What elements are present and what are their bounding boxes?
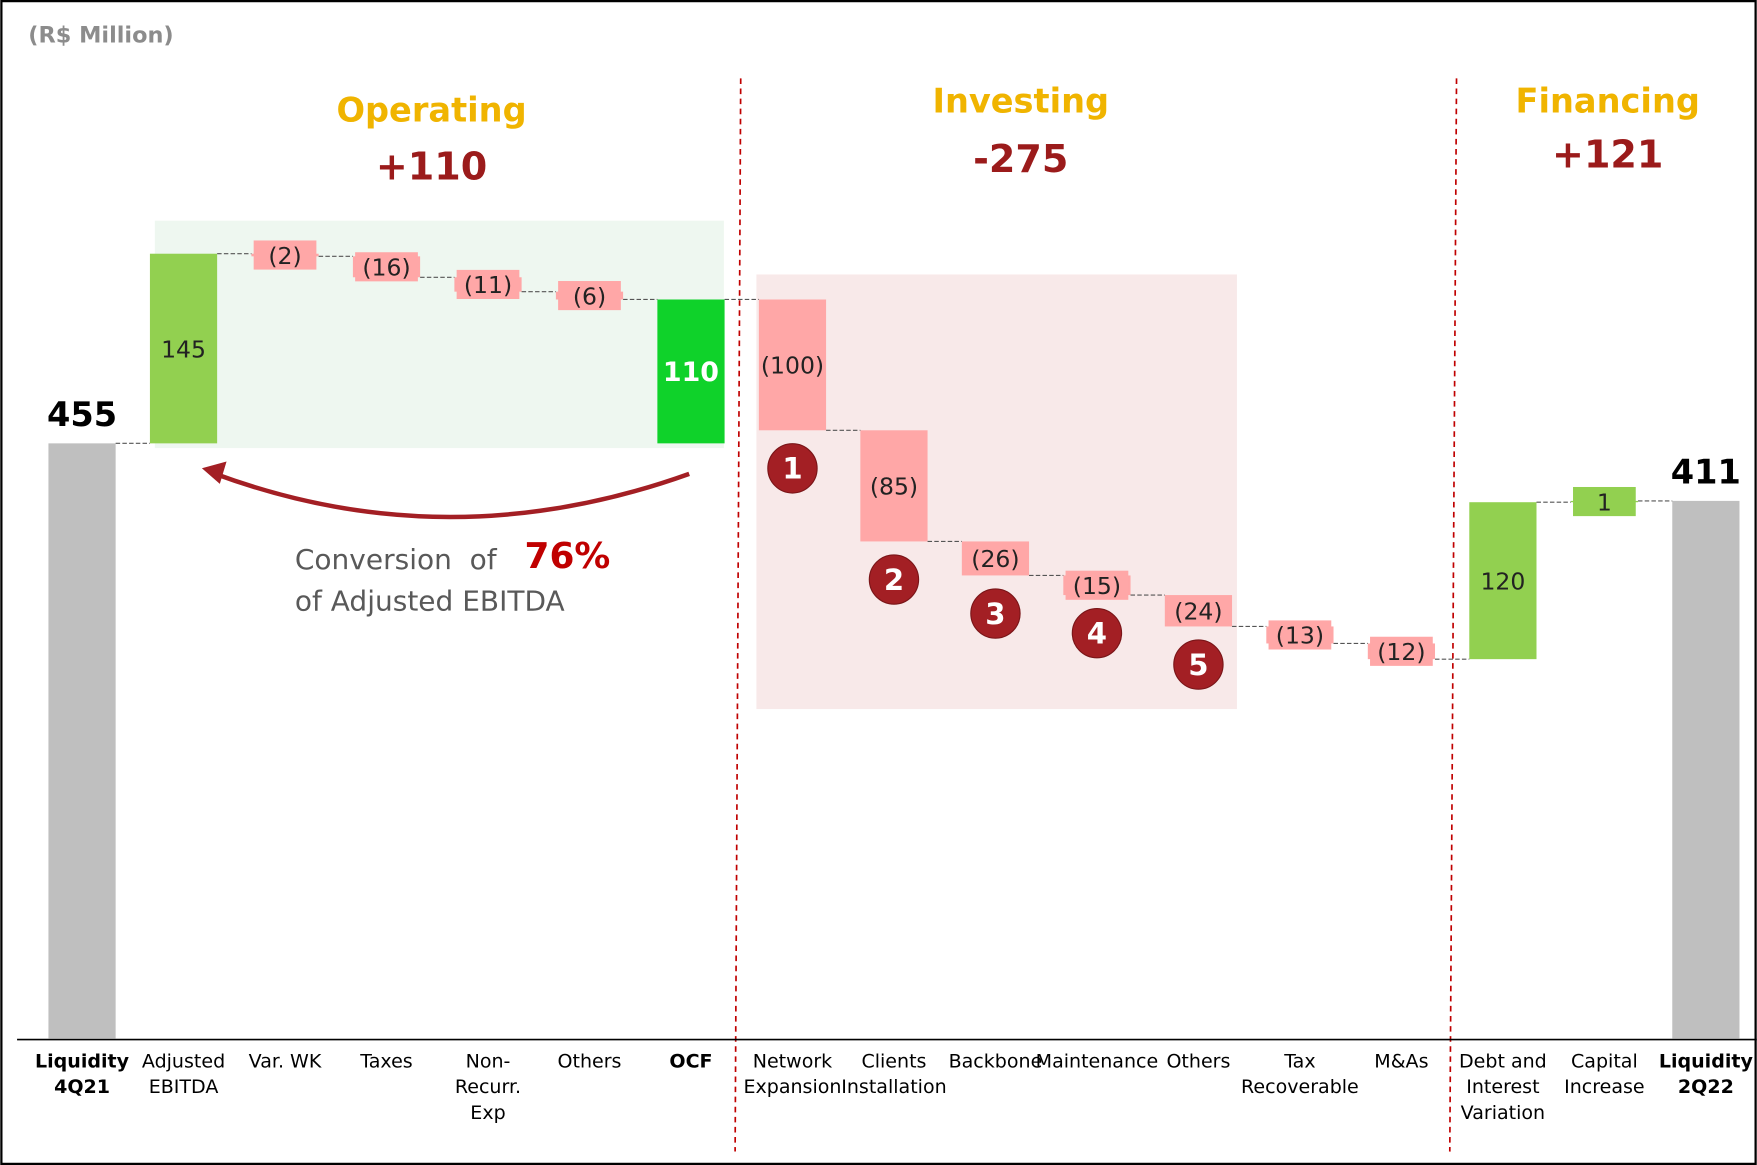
data-label: 120 <box>1480 567 1525 595</box>
bar <box>657 299 725 444</box>
x-tick-label: Others <box>558 1050 622 1072</box>
marker-label: 5 <box>1188 648 1208 682</box>
data-label: (16) <box>362 254 410 282</box>
data-label: (11) <box>464 271 512 299</box>
x-tick-label: Expansion <box>743 1076 841 1098</box>
x-tick-label: Variation <box>1461 1102 1545 1124</box>
marker <box>868 554 920 605</box>
x-tick-label: Liquidity <box>35 1050 130 1072</box>
data-label: 411 <box>1671 453 1741 492</box>
label-bg <box>1167 596 1230 626</box>
data-label: (13) <box>1276 622 1324 650</box>
label-bg <box>1268 620 1332 650</box>
arrow-head <box>201 461 227 484</box>
marker-label: 3 <box>985 597 1005 631</box>
x-tick-label: Clients <box>861 1050 926 1072</box>
section-name: Financing <box>1516 82 1700 121</box>
bar <box>1469 502 1537 660</box>
investing-box <box>756 274 1237 710</box>
x-tick-label: Tax <box>1283 1050 1315 1072</box>
section-total: +121 <box>1552 132 1663 176</box>
label-bg <box>355 252 418 282</box>
x-tick-label: 2Q22 <box>1678 1076 1734 1098</box>
data-label: (6) <box>573 282 606 310</box>
divider <box>1448 78 1458 1152</box>
label-bg <box>1573 486 1636 517</box>
x-tick-label: Others <box>1166 1050 1230 1072</box>
data-label: (12) <box>1377 638 1425 666</box>
label-bg <box>253 240 317 270</box>
x-tick-label: Increase <box>1564 1076 1645 1098</box>
conversion-arrow <box>214 471 690 520</box>
x-tick-label: Maintenance <box>1036 1050 1159 1072</box>
bar <box>48 443 116 1039</box>
x-tick-label: Non- <box>466 1050 511 1072</box>
bar <box>961 541 1030 576</box>
x-tick-label: Capital <box>1571 1050 1638 1072</box>
x-tick-label: Exp <box>470 1102 505 1124</box>
label-bg <box>558 281 621 311</box>
bar <box>758 299 827 431</box>
x-tick-label: 4Q21 <box>54 1076 110 1098</box>
x-tick-label: Network <box>753 1050 832 1072</box>
annotation-highlight: 76% <box>525 536 611 577</box>
bar <box>149 253 218 444</box>
operating-box <box>154 220 724 449</box>
marker <box>1071 607 1123 659</box>
x-tick-label: Adjusted <box>142 1050 225 1072</box>
section-name: Investing <box>932 82 1109 121</box>
marker <box>970 588 1021 639</box>
divider <box>734 78 742 1152</box>
data-label: (26) <box>971 545 1019 573</box>
marker-label: 4 <box>1087 616 1107 650</box>
data-label: (24) <box>1174 597 1222 625</box>
section-name: Operating <box>336 91 526 130</box>
x-tick-label: Recurr. <box>455 1076 521 1098</box>
marker <box>1173 639 1224 690</box>
x-tick-label: EBITDA <box>149 1076 219 1098</box>
x-tick-label: Taxes <box>359 1050 412 1072</box>
x-tick-label: OCF <box>669 1050 712 1072</box>
bar <box>1672 500 1740 1039</box>
data-label: (85) <box>870 473 918 501</box>
label-bg <box>1065 570 1129 600</box>
unit-label: (R$ Million) <box>28 22 173 48</box>
section-total: -275 <box>973 137 1068 181</box>
label-bg <box>1370 636 1433 666</box>
data-label: 1 <box>1597 488 1612 516</box>
marker-label: 2 <box>884 563 904 597</box>
x-tick-label: M&As <box>1374 1050 1428 1072</box>
x-tick-label: Backbone <box>949 1050 1043 1072</box>
data-label: (2) <box>268 242 301 270</box>
label-bg <box>456 269 520 300</box>
x-tick-label: Liquidity <box>1659 1050 1754 1072</box>
x-tick-label: Var. WK <box>249 1050 322 1072</box>
section-total: +110 <box>376 145 487 189</box>
bar <box>860 430 928 542</box>
x-tick-label: Interest <box>1466 1076 1539 1098</box>
marker <box>767 443 818 494</box>
data-label: 145 <box>161 335 206 363</box>
x-tick-label: Recoverable <box>1241 1076 1359 1098</box>
data-label: (15) <box>1073 572 1121 600</box>
data-label: (100) <box>761 352 824 380</box>
marker-label: 1 <box>782 452 802 486</box>
x-tick-label: Debt and <box>1459 1050 1547 1072</box>
data-label: 455 <box>47 395 117 434</box>
annotation: Conversion of <box>295 543 498 576</box>
data-label: 110 <box>663 357 719 388</box>
annotation: of Adjusted EBITDA <box>295 585 565 618</box>
x-tick-label: Installation <box>841 1076 946 1098</box>
